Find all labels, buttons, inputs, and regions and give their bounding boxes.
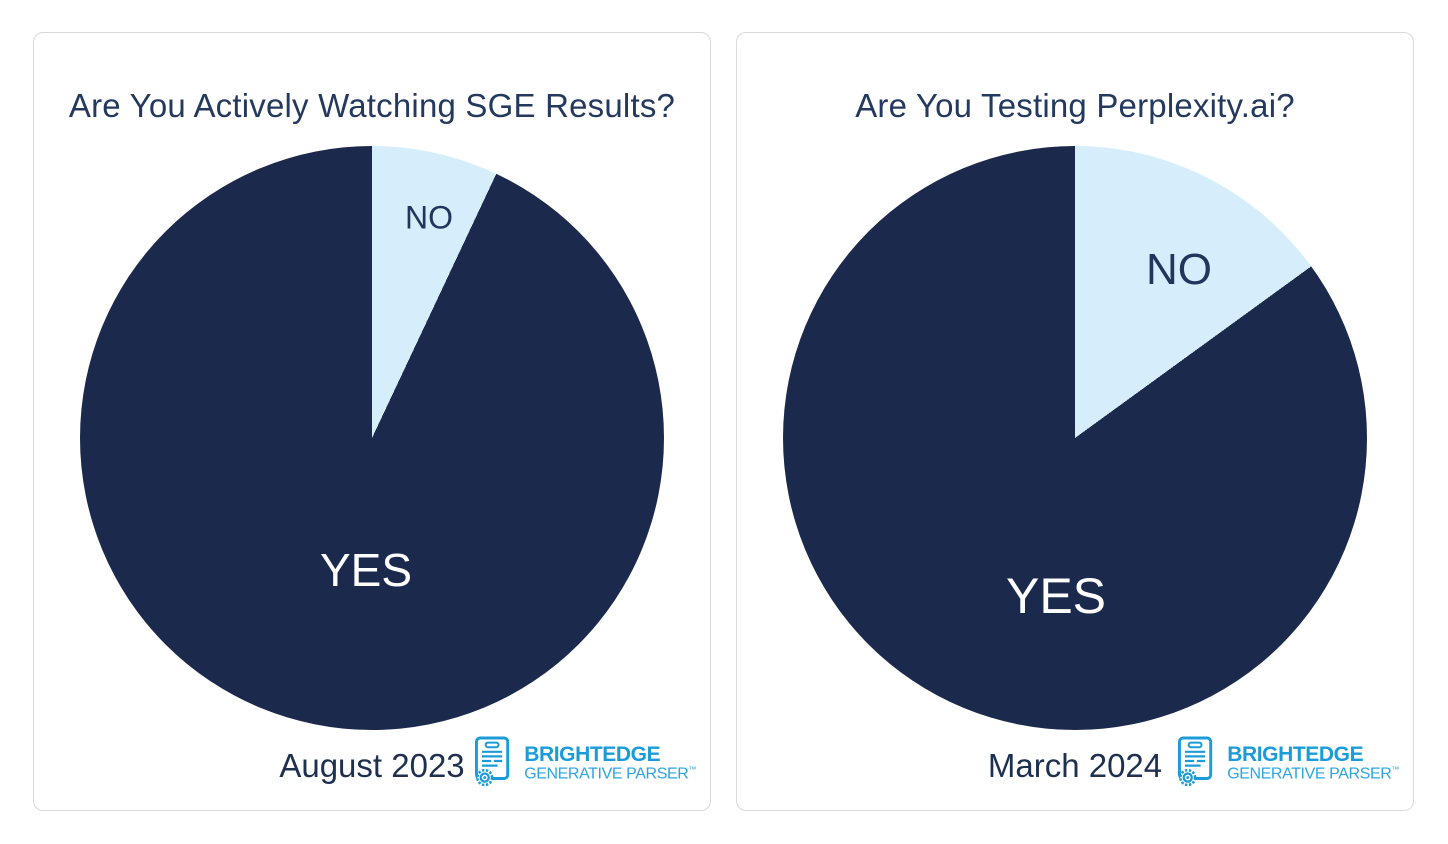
document-gear-icon xyxy=(470,735,516,792)
brightedge-logo-name: BRIGHTEDGE xyxy=(524,742,661,766)
brightedge-logo-product: GENERATIVE PARSER™ xyxy=(1227,764,1399,783)
chart-title-sge: Are You Actively Watching SGE Results? xyxy=(68,87,676,124)
brightedge-logo: BRIGHTEDGE GENERATIVE PARSER™ xyxy=(1173,735,1399,792)
chart-card-perplexity: Are You Testing Perplexity.ai? NO YES Ma… xyxy=(736,32,1414,811)
pie-slice-label-yes: YES xyxy=(319,544,413,596)
trademark-symbol: ™ xyxy=(688,764,696,774)
pie-slice-label-no: NO xyxy=(405,199,453,236)
pie-chart-perplexity: NO YES xyxy=(783,146,1367,730)
chart-date-label: August 2023 xyxy=(279,747,465,784)
brightedge-logo-name: BRIGHTEDGE xyxy=(1227,742,1364,766)
pie-slice-label-no: NO xyxy=(1146,245,1212,294)
trademark-symbol: ™ xyxy=(1391,764,1399,774)
pie-chart-sge: NO YES xyxy=(80,146,664,730)
brightedge-logo-product: GENERATIVE PARSER™ xyxy=(524,764,696,783)
brightedge-logo: BRIGHTEDGE GENERATIVE PARSER™ xyxy=(470,735,696,792)
document-gear-icon xyxy=(1173,735,1219,792)
pie-slice-label-yes: YES xyxy=(1005,568,1107,624)
chart-title-perplexity: Are You Testing Perplexity.ai? xyxy=(855,87,1295,124)
chart-date-label: March 2024 xyxy=(987,747,1163,784)
chart-card-sge: Are You Actively Watching SGE Results? N… xyxy=(33,32,711,811)
